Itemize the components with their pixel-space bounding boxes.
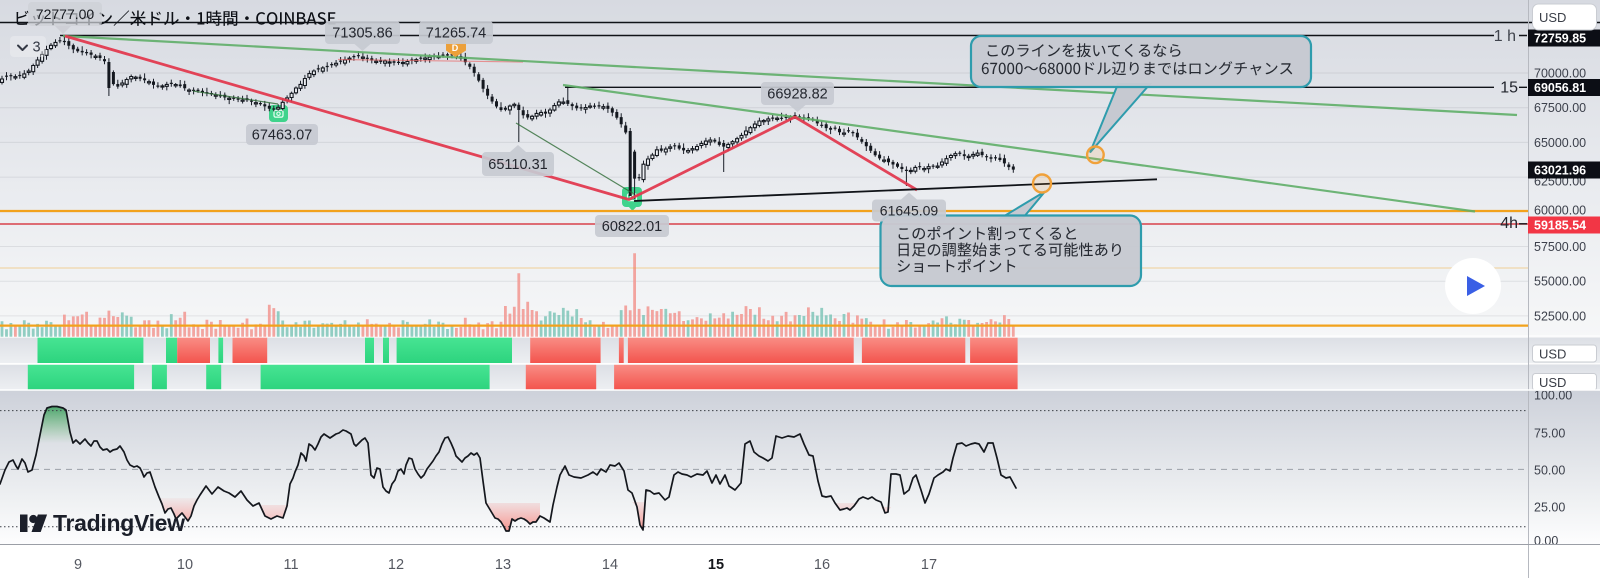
svg-text:12: 12 [388,557,404,573]
svg-text:65000.00: 65000.00 [1534,136,1586,150]
svg-text:10: 10 [177,557,193,573]
svg-text:70000.00: 70000.00 [1534,67,1586,81]
svg-text:60822.01: 60822.01 [602,219,662,235]
svg-text:61645.09: 61645.09 [880,203,939,219]
svg-text:0.00: 0.00 [1534,534,1558,548]
svg-text:63021.96: 63021.96 [1534,164,1586,178]
svg-text:57500.00: 57500.00 [1534,240,1586,254]
svg-text:52500.00: 52500.00 [1534,309,1586,323]
svg-text:15: 15 [708,557,724,573]
svg-text:TradingView: TradingView [53,510,185,536]
svg-text:55000.00: 55000.00 [1534,275,1586,289]
svg-text:75.00: 75.00 [1534,427,1565,441]
svg-text:66928.82: 66928.82 [767,87,827,103]
svg-text:4h: 4h [1500,215,1518,232]
svg-text:9: 9 [74,557,82,573]
svg-text:D: D [452,43,459,53]
svg-text:59185.54: 59185.54 [1534,219,1586,233]
svg-text:15: 15 [1500,80,1518,97]
svg-text:3: 3 [33,40,41,56]
svg-text:72759.85: 72759.85 [1534,32,1586,46]
svg-text:13: 13 [495,557,511,573]
svg-text:71265.74: 71265.74 [426,26,486,42]
svg-text:16: 16 [814,557,830,573]
svg-text:1 h: 1 h [1494,28,1516,45]
svg-text:50.00: 50.00 [1534,464,1565,478]
svg-text:25.00: 25.00 [1534,501,1565,515]
svg-text:14: 14 [602,557,618,573]
svg-text:71305.86: 71305.86 [332,26,392,42]
svg-text:100.00: 100.00 [1534,389,1572,403]
svg-text:11: 11 [283,557,298,573]
svg-text:69056.81: 69056.81 [1534,81,1586,95]
svg-text:65110.31: 65110.31 [488,157,547,173]
svg-text:72777.00: 72777.00 [36,6,95,22]
svg-text:USD: USD [1539,375,1566,390]
svg-text:67463.07: 67463.07 [252,128,312,144]
svg-text:17: 17 [921,557,937,573]
svg-text:USD: USD [1539,346,1566,361]
svg-text:USD: USD [1539,10,1566,25]
svg-text:60000.00: 60000.00 [1534,204,1586,218]
svg-text:67500.00: 67500.00 [1534,101,1586,115]
